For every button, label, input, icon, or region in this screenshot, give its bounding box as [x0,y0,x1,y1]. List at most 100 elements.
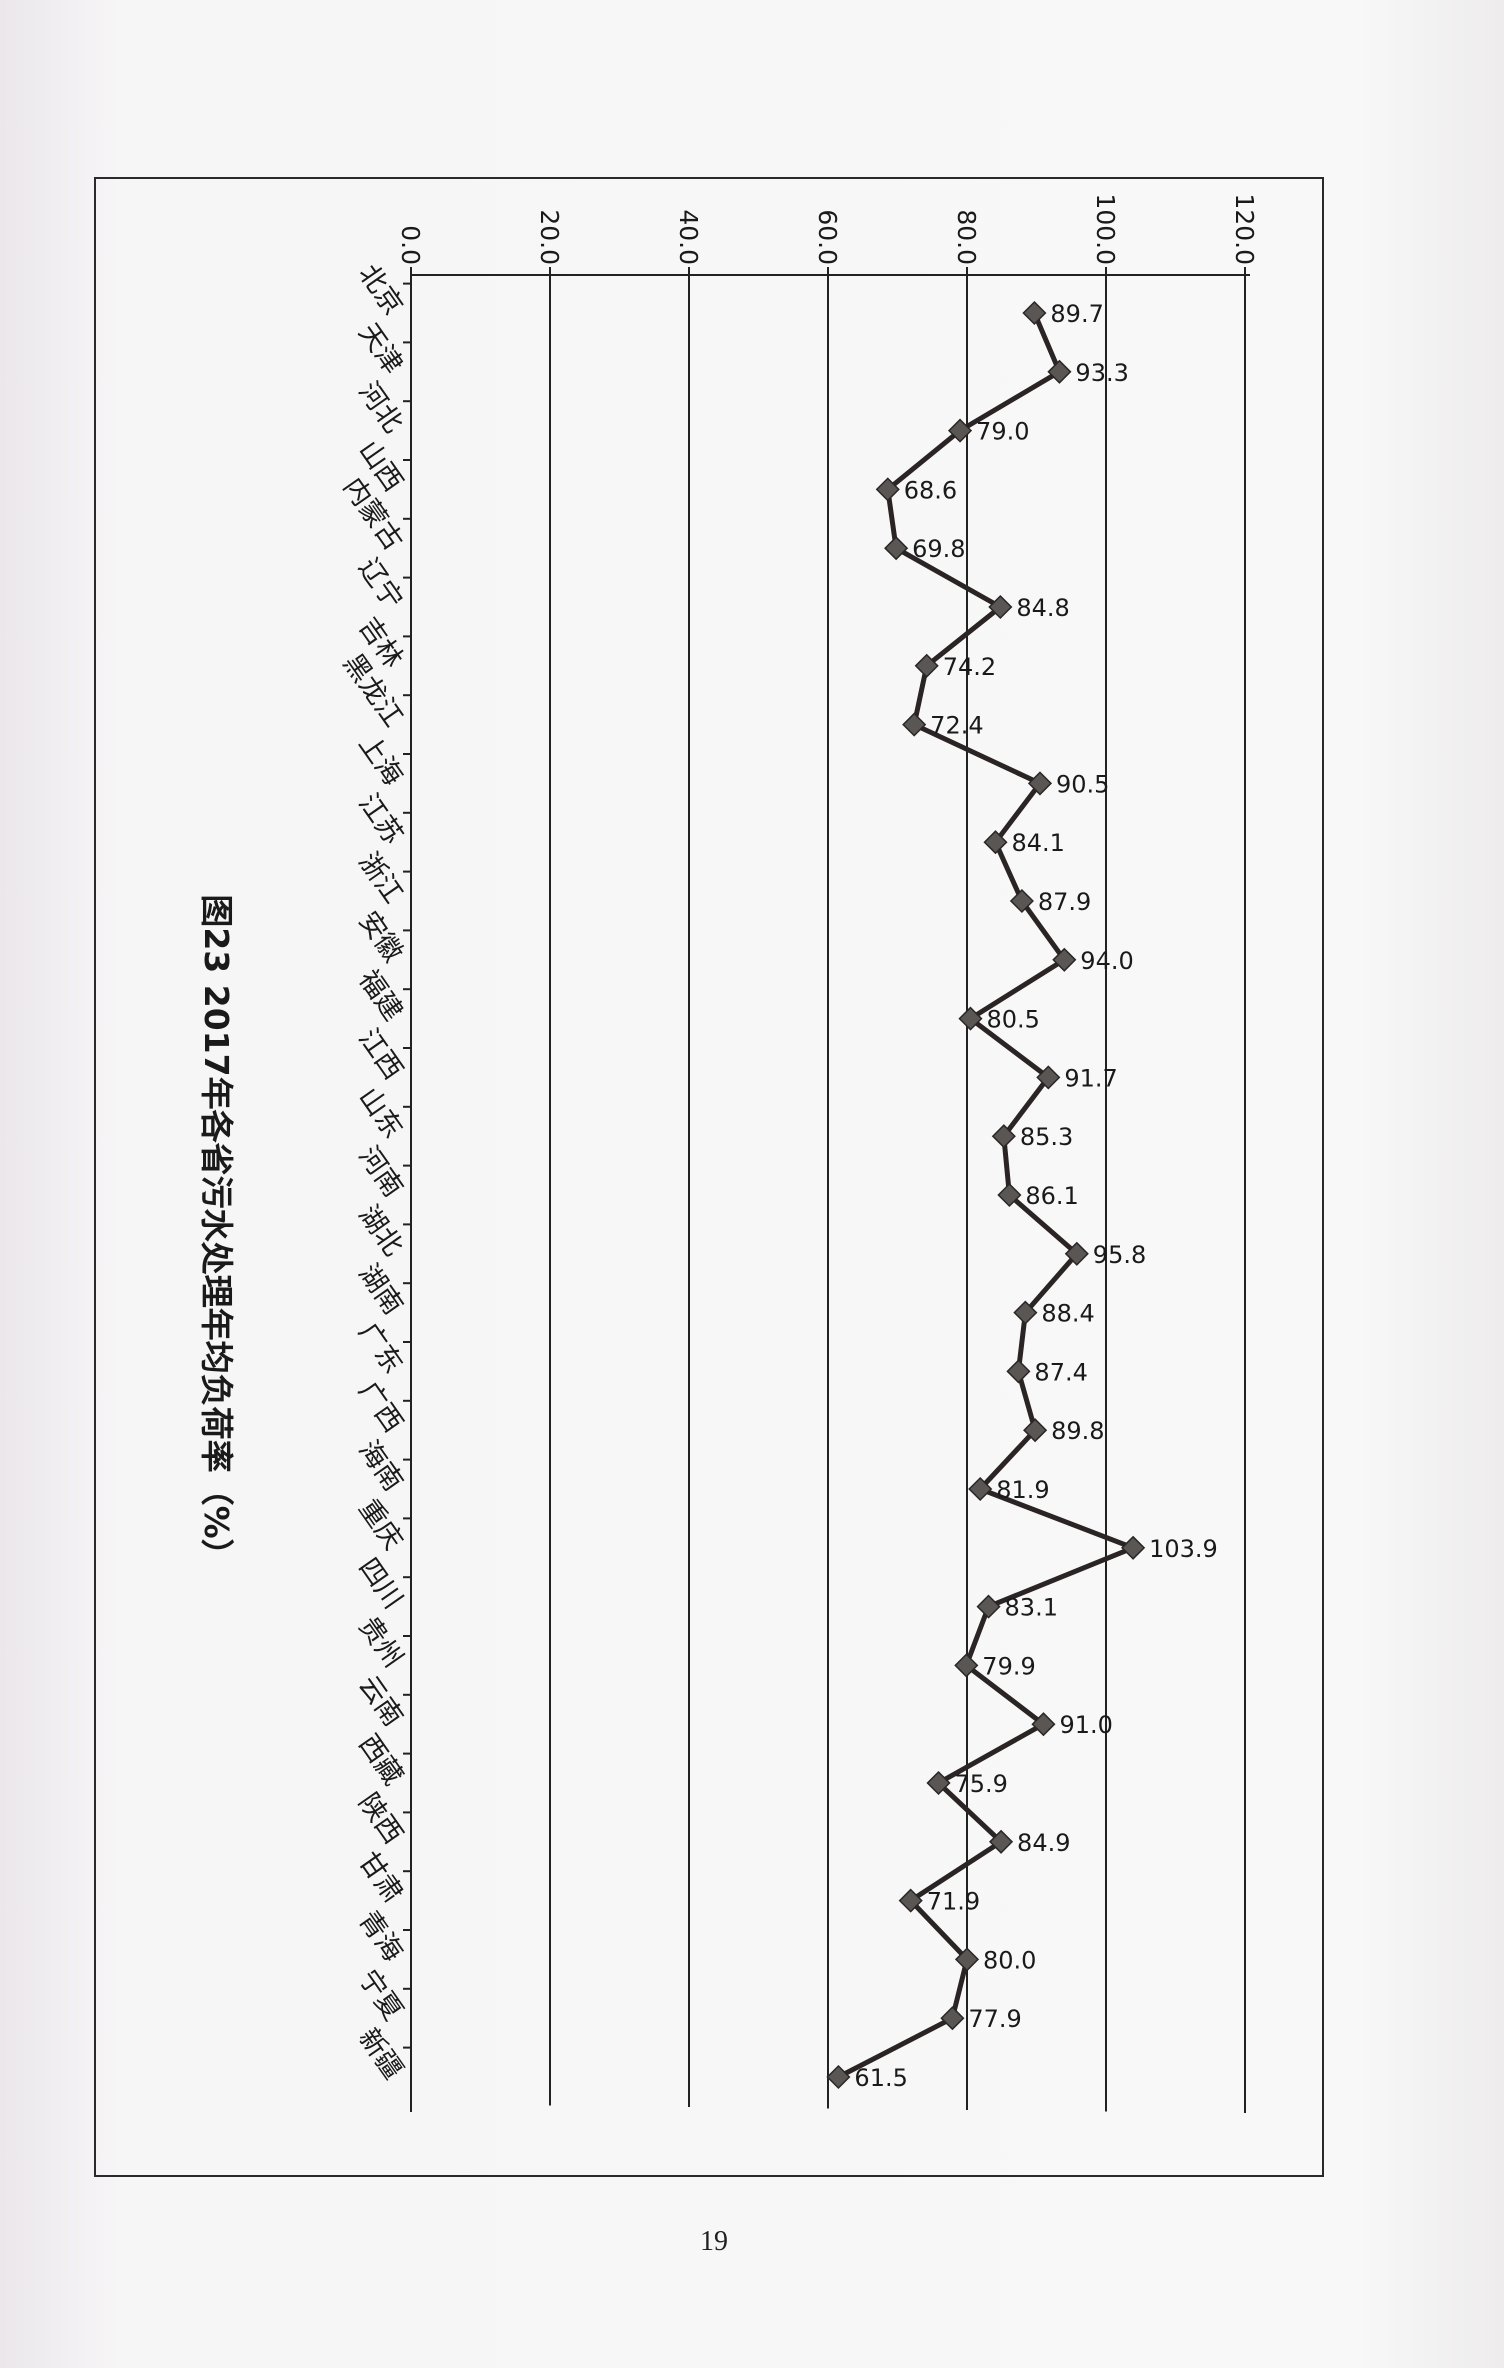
data-label: 79.0 [976,418,1029,446]
data-point [988,594,1013,620]
tick-label: 20.0 [535,209,564,265]
data-label: 71.9 [927,1888,980,1916]
category-label: 海南 [352,1435,408,1497]
data-point [1009,888,1034,914]
category-label: 江西 [352,1023,408,1085]
data-label: 95.8 [1093,1241,1146,1269]
category-label: 重庆 [352,1494,408,1556]
tick-label: 80.0 [952,209,981,265]
data-point [1006,1359,1031,1384]
category-label: 河北 [352,377,408,439]
data-point [902,712,927,737]
category-label: 广西 [352,1376,408,1438]
data-point [954,1947,980,1972]
category-label: 浙江 [352,847,408,909]
data-label: 88.4 [1041,1300,1094,1328]
data-point [1023,1418,1048,1443]
data-point [1022,300,1047,326]
category-label: 云南 [352,1670,408,1732]
data-label: 80.0 [983,1946,1036,1974]
data-point [991,1124,1016,1149]
category-label: 四川 [352,1553,408,1615]
data-label: 77.9 [968,2005,1021,2033]
data-point [976,1594,1001,1619]
category-label: 贵州 [352,1611,408,1673]
data-point [898,1888,923,1913]
data-label: 85.3 [1020,1123,1073,1151]
data-label: 83.1 [1005,1594,1058,1622]
category-label: 西藏 [352,1729,408,1791]
tick-label: 100.0 [1091,193,1120,265]
series-line [837,312,1136,2080]
data-point [826,2064,851,2090]
category-label: 陕西 [352,1788,408,1850]
data-point [1052,947,1077,972]
category-label: 辽宁 [352,553,408,615]
data-label: 86.1 [1025,1182,1078,1210]
data-point [983,830,1008,855]
tick-label: 60.0 [813,209,842,265]
data-point [947,418,973,443]
data-label: 69.8 [912,535,965,563]
data-point [1121,1535,1146,1560]
category-label: 安徽 [352,906,408,968]
data-label: 91.0 [1059,1711,1112,1739]
data-label: 84.8 [1016,594,1069,622]
data-label: 81.9 [996,1476,1049,1504]
category-label: 江苏 [352,788,408,850]
data-point [926,1770,951,1796]
data-point [954,1653,979,1678]
data-point [884,536,909,561]
chart-title: 图23 2017年各省污水处理年均负荷率（%） [197,894,236,1571]
data-point [997,1182,1022,1208]
tick-label: 40.0 [674,209,703,265]
data-label: 90.5 [1056,770,1109,798]
chart-frame [94,177,1324,2177]
tick-label: 120.0 [1230,193,1259,265]
data-point [1036,1065,1061,1090]
page-number: 19 [700,2226,728,2257]
data-label: 84.1 [1011,829,1064,857]
data-label: 94.0 [1080,947,1133,975]
category-label: 河南 [352,1141,408,1203]
data-label: 68.6 [904,476,957,504]
data-label: 61.5 [854,2064,907,2092]
category-label: 山东 [352,1082,408,1144]
data-point [1064,1241,1089,1266]
data-label: 91.7 [1064,1064,1117,1092]
data-label: 89.8 [1051,1417,1104,1445]
data-label: 93.3 [1075,359,1128,387]
data-point [1031,1712,1056,1737]
data-label: 84.9 [1017,1829,1070,1857]
data-label: 79.9 [982,1652,1035,1680]
data-label: 87.9 [1038,888,1091,916]
data-point [940,2006,965,2031]
category-label: 青海 [352,1905,408,1967]
category-label: 湖北 [352,1200,408,1262]
category-label: 广东 [352,1317,408,1379]
data-label: 75.9 [955,1770,1008,1798]
data-label: 87.4 [1034,1358,1087,1386]
data-point [1047,359,1072,384]
data-label: 72.4 [930,712,983,740]
data-point [875,477,900,502]
category-label: 宁夏 [352,1964,408,2026]
category-label: 甘肃 [352,1847,408,1909]
category-label: 福建 [352,965,408,1027]
category-label: 天津 [352,318,408,380]
data-point [958,1006,983,1031]
data-point [988,1829,1014,1854]
data-point [1027,771,1053,796]
data-label: 74.2 [943,653,996,681]
category-label: 上海 [352,729,408,791]
data-point [1013,1300,1038,1325]
category-label: 湖南 [352,1259,408,1321]
data-label: 80.5 [986,1006,1039,1034]
data-label: 103.9 [1149,1535,1218,1563]
data-point [914,653,939,678]
category-label: 北京 [352,259,408,321]
category-label: 新疆 [352,2023,408,2085]
data-point [968,1476,993,1502]
